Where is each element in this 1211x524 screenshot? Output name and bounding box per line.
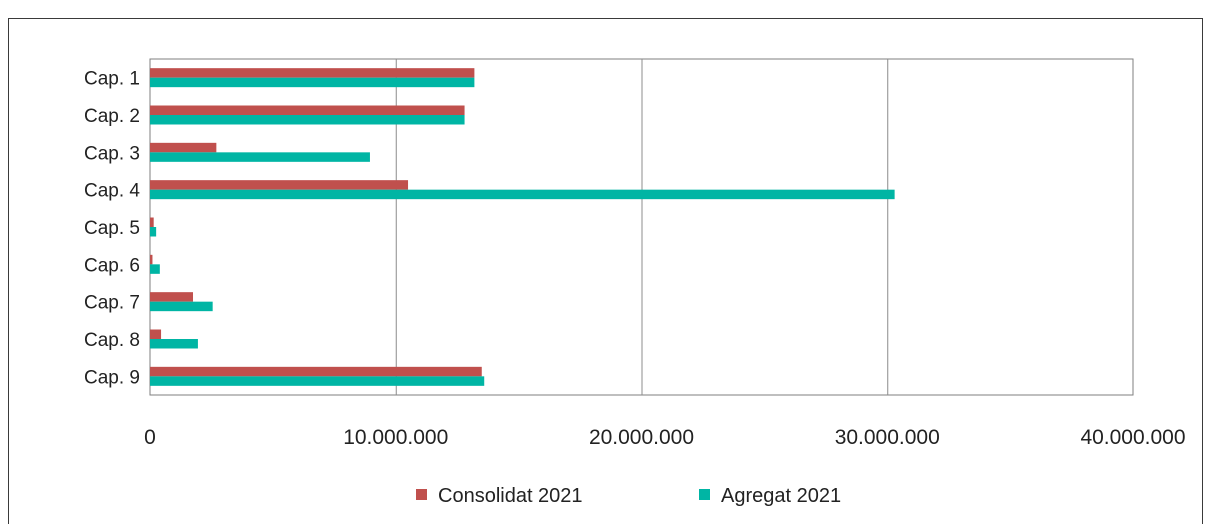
bar-agregat-4 [150, 189, 895, 200]
x-tick-label: 10.000.000 [343, 426, 448, 449]
chart-border [8, 18, 1203, 524]
category-labels: Cap. 1 Cap. 2 Cap. 3 Cap. 4 Cap. 5 Cap. 6 Cap.… [84, 69, 140, 389]
y-tick-label: Cap. 8 [84, 330, 140, 351]
bar-agregat-9 [150, 376, 485, 386]
legend: Consolidat 2021 Agregat 2021 [416, 485, 841, 507]
y-tick-label: Cap. 5 [84, 218, 140, 239]
y-tick-label: Cap. 1 [84, 69, 140, 90]
bar-consolidat-5 [150, 217, 154, 227]
y-tick-label: Cap. 2 [84, 106, 140, 127]
bar-consolidat-6 [150, 254, 153, 265]
x-axis-tick-labels: 0 10.000.000 20.000.000 30.000.000 40.000.00… [144, 426, 1185, 449]
bar-consolidat-4 [150, 180, 409, 190]
legend-swatch-consolidat [416, 489, 427, 500]
x-tick-label: 0 [144, 426, 156, 449]
bar-consolidat-9 [150, 366, 482, 377]
bar-agregat-6 [150, 264, 160, 274]
bar-agregat-5 [150, 227, 157, 237]
y-tick-label: Cap. 6 [84, 255, 140, 276]
y-tick-label: Cap. 7 [84, 293, 140, 314]
bar-agregat-3 [150, 152, 370, 162]
legend-swatch-agregat [699, 489, 710, 500]
y-tick-label: Cap. 9 [84, 367, 140, 388]
y-tick-label: Cap. 3 [84, 143, 140, 164]
bar-consolidat-8 [150, 329, 162, 339]
legend-label-consolidat: Consolidat 2021 [438, 485, 583, 507]
y-tick-label: Cap. 4 [84, 181, 140, 202]
bar-agregat-7 [150, 301, 213, 312]
bars [150, 68, 895, 386]
bar-agregat-2 [150, 115, 465, 125]
x-tick-label: 30.000.000 [835, 426, 940, 449]
bar-agregat-1 [150, 77, 475, 88]
x-tick-label: 40.000.000 [1080, 426, 1185, 449]
legend-label-agregat: Agregat 2021 [721, 485, 841, 507]
bar-consolidat-1 [150, 68, 475, 78]
bar-agregat-8 [150, 339, 198, 349]
bar-consolidat-3 [150, 142, 217, 153]
bar-consolidat-7 [150, 292, 194, 302]
x-tick-label: 20.000.000 [589, 426, 694, 449]
bar-consolidat-2 [150, 105, 465, 115]
